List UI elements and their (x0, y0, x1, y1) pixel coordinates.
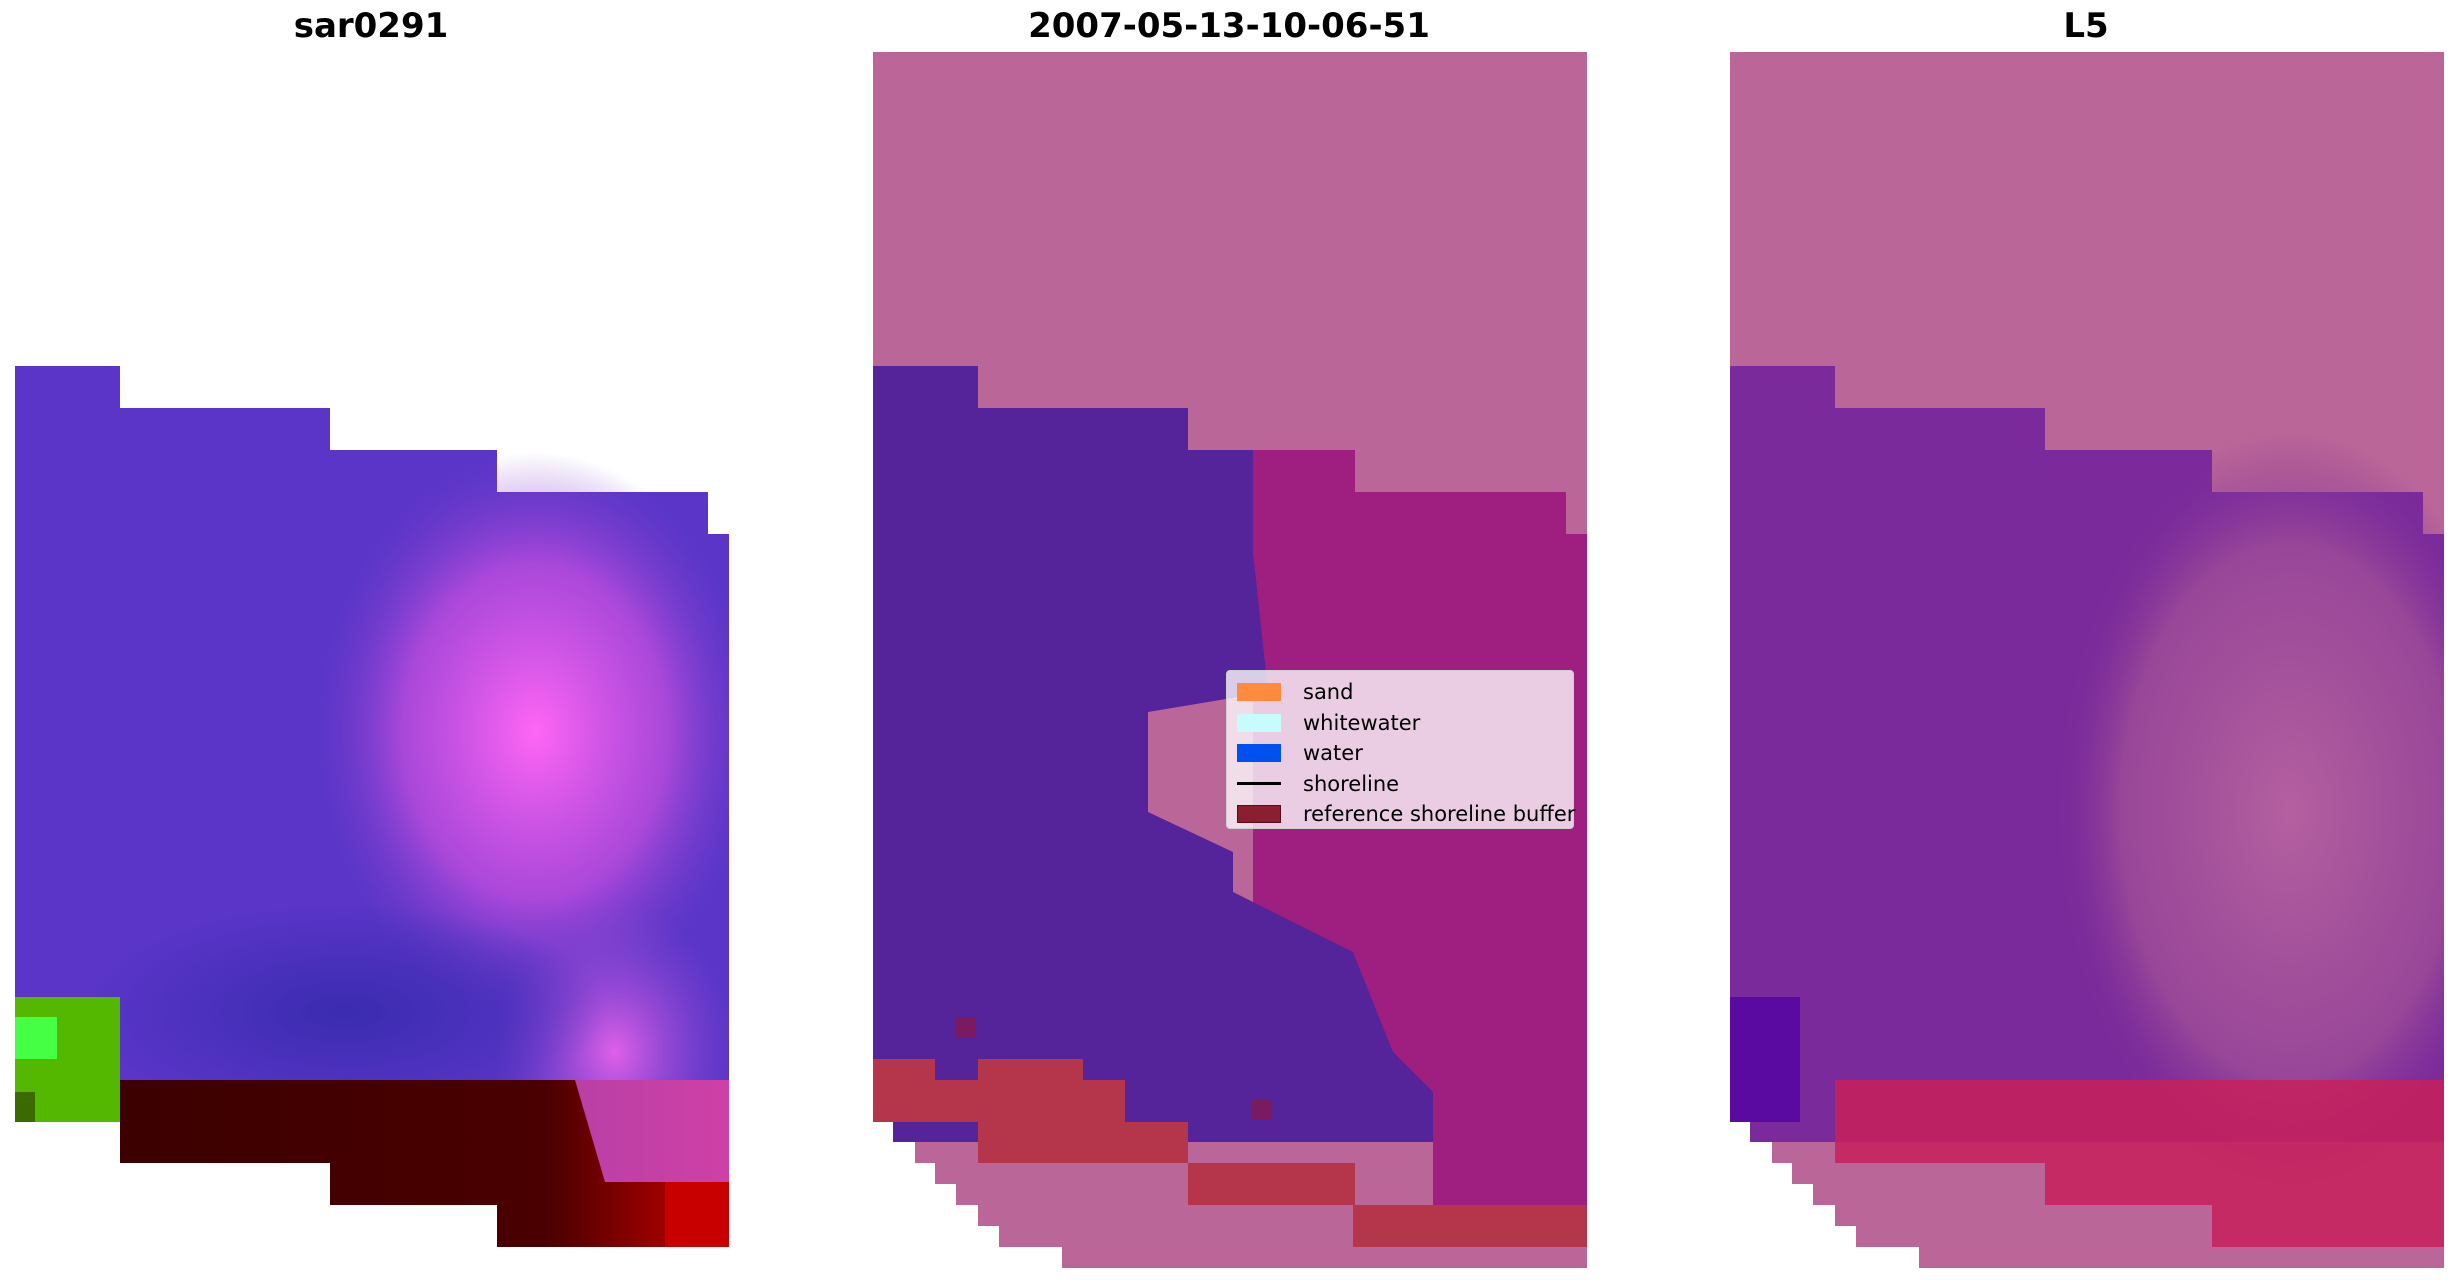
sar-dark-region (120, 1080, 729, 1247)
class-water-region (873, 366, 1433, 1142)
l5-panel (1730, 52, 2444, 1268)
panel-title-l5: L5 (2063, 6, 2109, 46)
sar-composite-image (15, 366, 729, 1247)
l5-dark-patch (1730, 997, 1800, 1122)
classification-image (873, 52, 1587, 1268)
sar-image-panel (15, 52, 729, 1268)
sar-bright-green (15, 1017, 57, 1059)
sar-pink-shore (575, 1080, 729, 1182)
legend-item-water: water (1237, 738, 1563, 769)
legend-item-sand: sand (1237, 677, 1563, 708)
l5-red-band (1835, 1080, 2444, 1247)
classification-panel (873, 52, 1587, 1268)
sar-bright-patch (315, 452, 729, 1012)
legend-item-shoreline: shoreline (1237, 769, 1563, 800)
sand-swatch-icon (1237, 683, 1281, 702)
buffer-swatch-icon (1237, 805, 1281, 824)
panel-title-sar: sar0291 (293, 6, 449, 46)
panel-title-classification: 2007-05-13-10-06-51 (1028, 6, 1430, 46)
legend-item-reference-buffer: reference shoreline buffer (1237, 799, 1575, 830)
water-swatch-icon (1237, 744, 1281, 763)
sar-red-corner (665, 1182, 729, 1247)
class-speck (956, 1018, 976, 1038)
legend-item-whitewater: whitewater (1237, 708, 1563, 739)
no-data-corner (873, 1122, 1062, 1268)
l5-no-data-corner (1730, 1122, 1919, 1268)
whitewater-swatch-icon (1237, 713, 1281, 732)
shoreline-line-icon (1237, 782, 1281, 786)
l5-image (1730, 52, 2444, 1268)
sar-dark-water-band (85, 902, 605, 1122)
class-buffer-region (873, 1059, 1587, 1247)
class-speck-2 (1251, 1100, 1271, 1120)
l5-pink-gradient (2050, 432, 2444, 1192)
legend: sand whitewater water shoreline referenc… (1226, 670, 1575, 830)
